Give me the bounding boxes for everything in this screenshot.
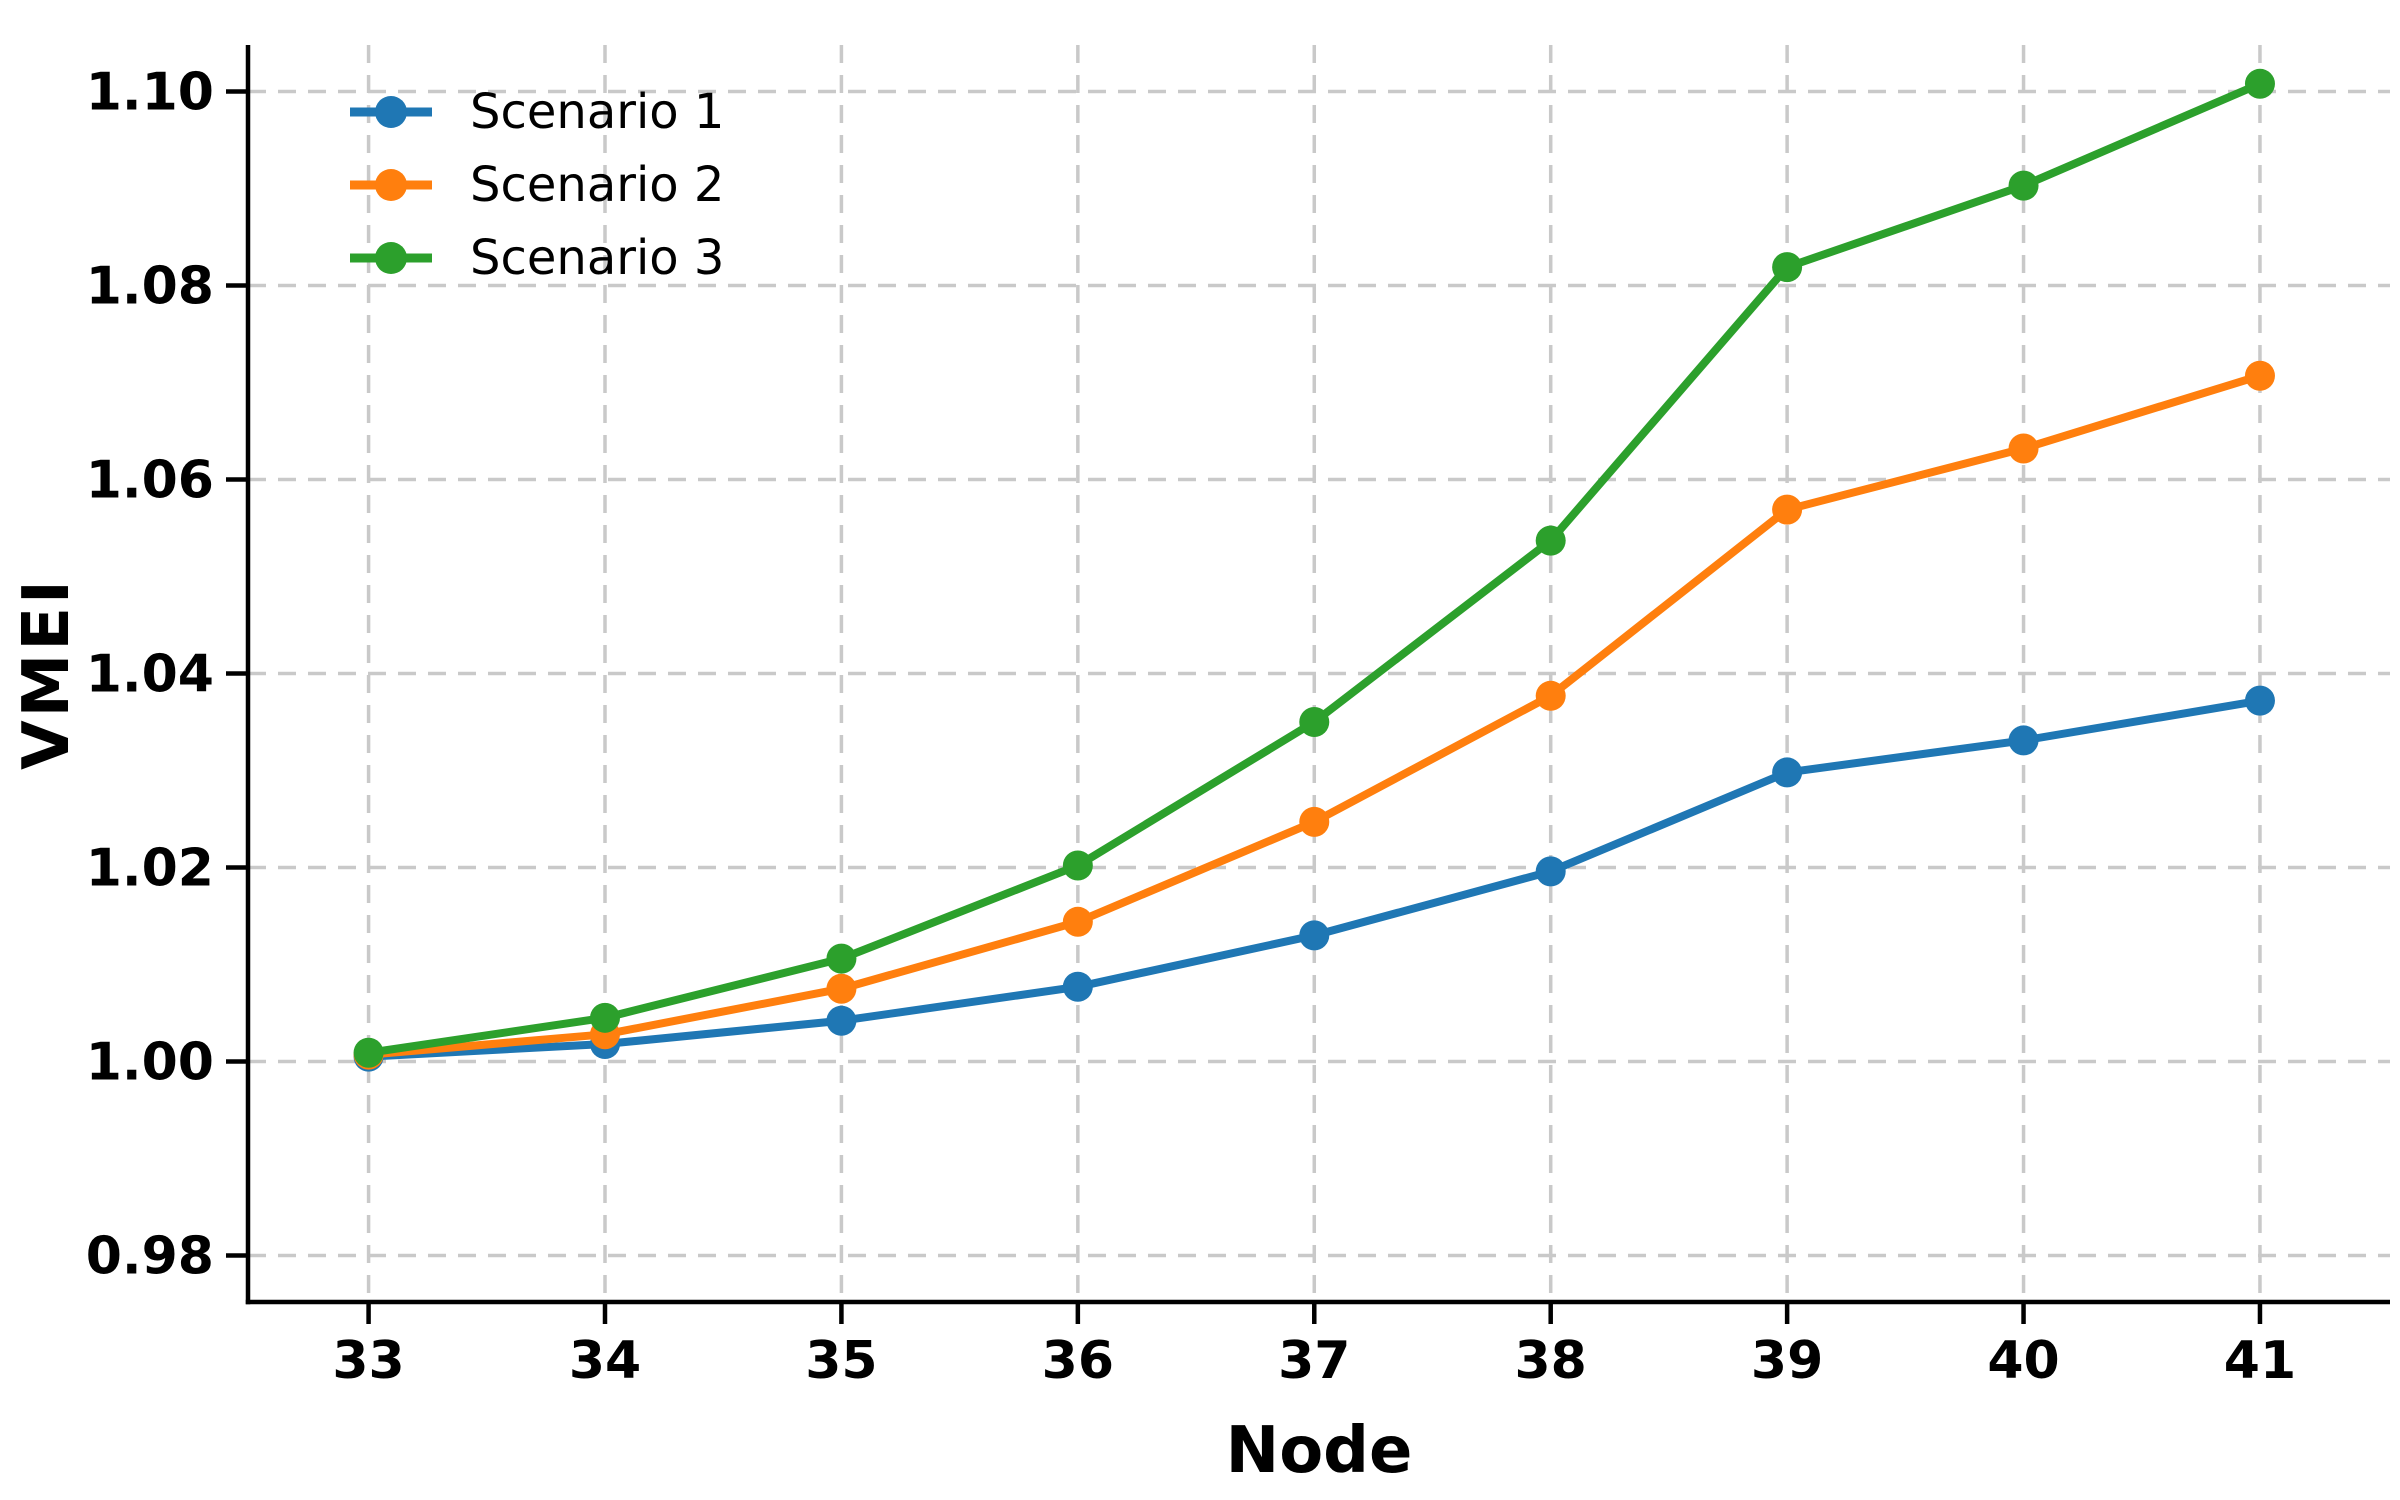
x-tick-label-39: 39 (1751, 1331, 1823, 1391)
y-tick-label-1.02: 1.02 (86, 838, 214, 898)
data-point (1299, 706, 1330, 737)
x-tick-label-40: 40 (1987, 1331, 2059, 1391)
legend-item-scenario-1: Scenario 1 (350, 84, 724, 140)
x-tick-label-38: 38 (1515, 1331, 1587, 1391)
data-point (1062, 850, 1093, 881)
data-point (826, 973, 857, 1004)
x-tick-label-36: 36 (1042, 1331, 1114, 1391)
data-point (1772, 252, 1803, 283)
data-point (1299, 806, 1330, 837)
legend-label: Scenario 1 (470, 84, 724, 140)
data-point (2244, 685, 2275, 716)
legend-label: Scenario 2 (470, 157, 724, 213)
data-point (1535, 525, 1566, 556)
legend-marker (375, 96, 407, 128)
y-tick-label-1.04: 1.04 (86, 645, 214, 705)
y-tick-label-0.98: 0.98 (86, 1226, 214, 1286)
data-point (1062, 971, 1093, 1002)
data-point (353, 1037, 384, 1068)
ticks (226, 89, 2263, 1324)
legend-item-scenario-3: Scenario 3 (350, 230, 724, 286)
data-point (1299, 920, 1330, 951)
data-point (590, 1002, 620, 1033)
data-point (2008, 433, 2039, 464)
y-tick-label-1.06: 1.06 (86, 451, 214, 511)
legend: Scenario 1 Scenario 2 Scenario 3 (350, 84, 724, 286)
data-point (2008, 725, 2039, 756)
data-point (1772, 494, 1803, 525)
data-point (2244, 68, 2275, 99)
data-point (1535, 680, 1566, 711)
x-tick-label-37: 37 (1278, 1331, 1350, 1391)
data-point (1772, 757, 1803, 788)
series-scenario-3 (353, 68, 2275, 1068)
y-axis-label: VMEI (10, 577, 84, 770)
legend-item-scenario-2: Scenario 2 (350, 157, 724, 213)
data-point (1062, 906, 1093, 937)
x-tick-label-34: 34 (569, 1331, 641, 1391)
legend-marker (375, 169, 407, 201)
legend-marker (375, 242, 407, 274)
y-tick-label-1.1: 1.10 (86, 63, 214, 123)
grid (248, 45, 2390, 1302)
data-point (1535, 856, 1566, 887)
x-tick-label-33: 33 (332, 1331, 404, 1391)
data-point (826, 1005, 857, 1036)
x-axis-label: Node (1226, 1414, 1413, 1488)
data-point (826, 943, 857, 974)
data-point (2244, 360, 2275, 391)
x-tick-label-41: 41 (2224, 1331, 2296, 1391)
y-tick-label-1.08: 1.08 (86, 257, 214, 317)
x-tick-label-35: 35 (805, 1331, 877, 1391)
legend-label: Scenario 3 (470, 230, 724, 286)
data-point (2008, 170, 2039, 201)
y-tick-label-1: 1.00 (86, 1032, 214, 1092)
